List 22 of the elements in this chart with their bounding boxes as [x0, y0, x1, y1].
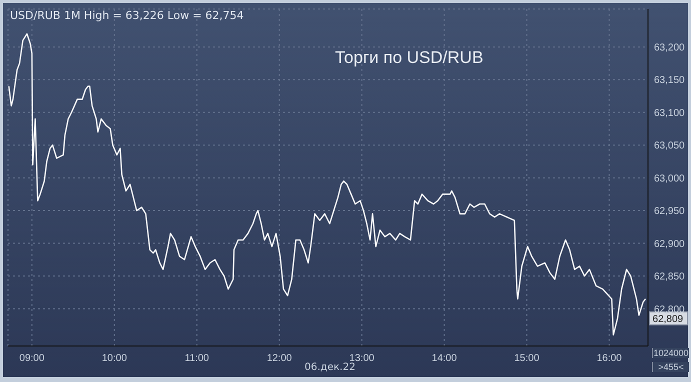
- y-tick-label: 62,900: [654, 238, 686, 250]
- text: Торги по USD/RUB: [335, 48, 484, 68]
- y-tick-label: 63,000: [654, 173, 686, 184]
- y-tick-label: 63,100: [654, 108, 686, 119]
- line-series: [8, 33, 646, 336]
- x-axis-title: 06.дек.22: [304, 362, 356, 373]
- chart-subtitle: USD/RUB 1M High = 63,226 Low = 62,754: [10, 9, 244, 22]
- x-tick-label: 15:00: [514, 353, 540, 364]
- x-tick-label: 11:00: [184, 353, 210, 364]
- y-tick-label: 62,850: [654, 272, 686, 283]
- text: 1024000: [652, 348, 689, 358]
- x-tick-label: 16:00: [596, 353, 622, 364]
- x-tick-label: 14:00: [432, 353, 458, 364]
- annotation: 62,809: [652, 314, 684, 325]
- y-tick-label: 62,950: [654, 206, 686, 218]
- text: >455<: [652, 362, 689, 372]
- x-tick-label: 09:00: [19, 353, 45, 364]
- x-tick-label: 12:00: [266, 353, 292, 364]
- y-tick-label: 63,050: [654, 140, 686, 152]
- x-tick-label: 10:00: [102, 353, 128, 364]
- y-tick-label: 63,200: [654, 42, 686, 54]
- y-tick-label: 63,150: [654, 75, 686, 86]
